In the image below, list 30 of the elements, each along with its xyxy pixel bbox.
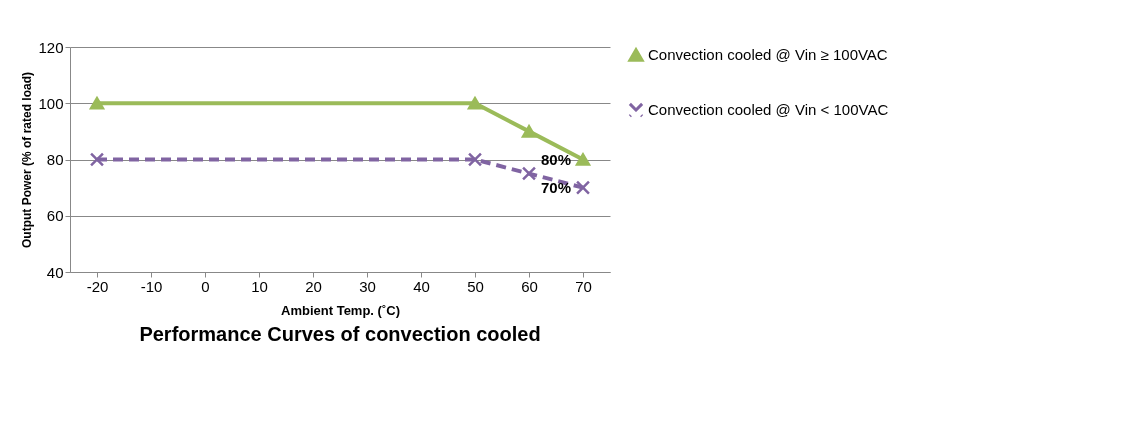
x-tick-label: -10	[140, 277, 163, 295]
annotation: 80%	[540, 150, 571, 168]
x-tick-label: 20	[305, 277, 322, 295]
point	[521, 166, 537, 181]
point	[575, 153, 591, 166]
point	[467, 152, 483, 167]
legend-label: Convection cooled @ Vin ≥ 100VAC	[648, 46, 888, 63]
legend-label: Convection cooled @ Vin < 100VAC	[648, 101, 889, 118]
x-tick-label: 50	[467, 277, 484, 295]
annotation: 70%	[540, 178, 571, 196]
x-tick-label: 0	[201, 277, 210, 295]
y-tick-label: 80	[46, 151, 64, 168]
point	[89, 152, 105, 167]
x-tick-label: 60	[521, 277, 538, 295]
x-tick-label: 10	[251, 277, 268, 295]
x-tick-label: 70	[575, 277, 592, 295]
x-axis-title: Ambient Temp. (˚C)	[281, 302, 400, 318]
x-tick-label: -20	[86, 277, 109, 295]
y-tick-label: 100	[38, 94, 64, 112]
x-tick-label: 30	[359, 277, 376, 295]
point	[521, 125, 537, 138]
point	[89, 96, 105, 110]
point	[467, 96, 483, 110]
point	[575, 180, 591, 195]
text: Performance Curves of convection cooled	[139, 323, 541, 345]
y-tick-label: 60	[46, 207, 64, 225]
y-tick-label: 40	[46, 263, 64, 281]
x-tick-label: 40	[413, 277, 430, 295]
y-axis-title: Output Power (% of rated load)	[20, 72, 35, 248]
y-tick-label: 120	[38, 38, 64, 56]
